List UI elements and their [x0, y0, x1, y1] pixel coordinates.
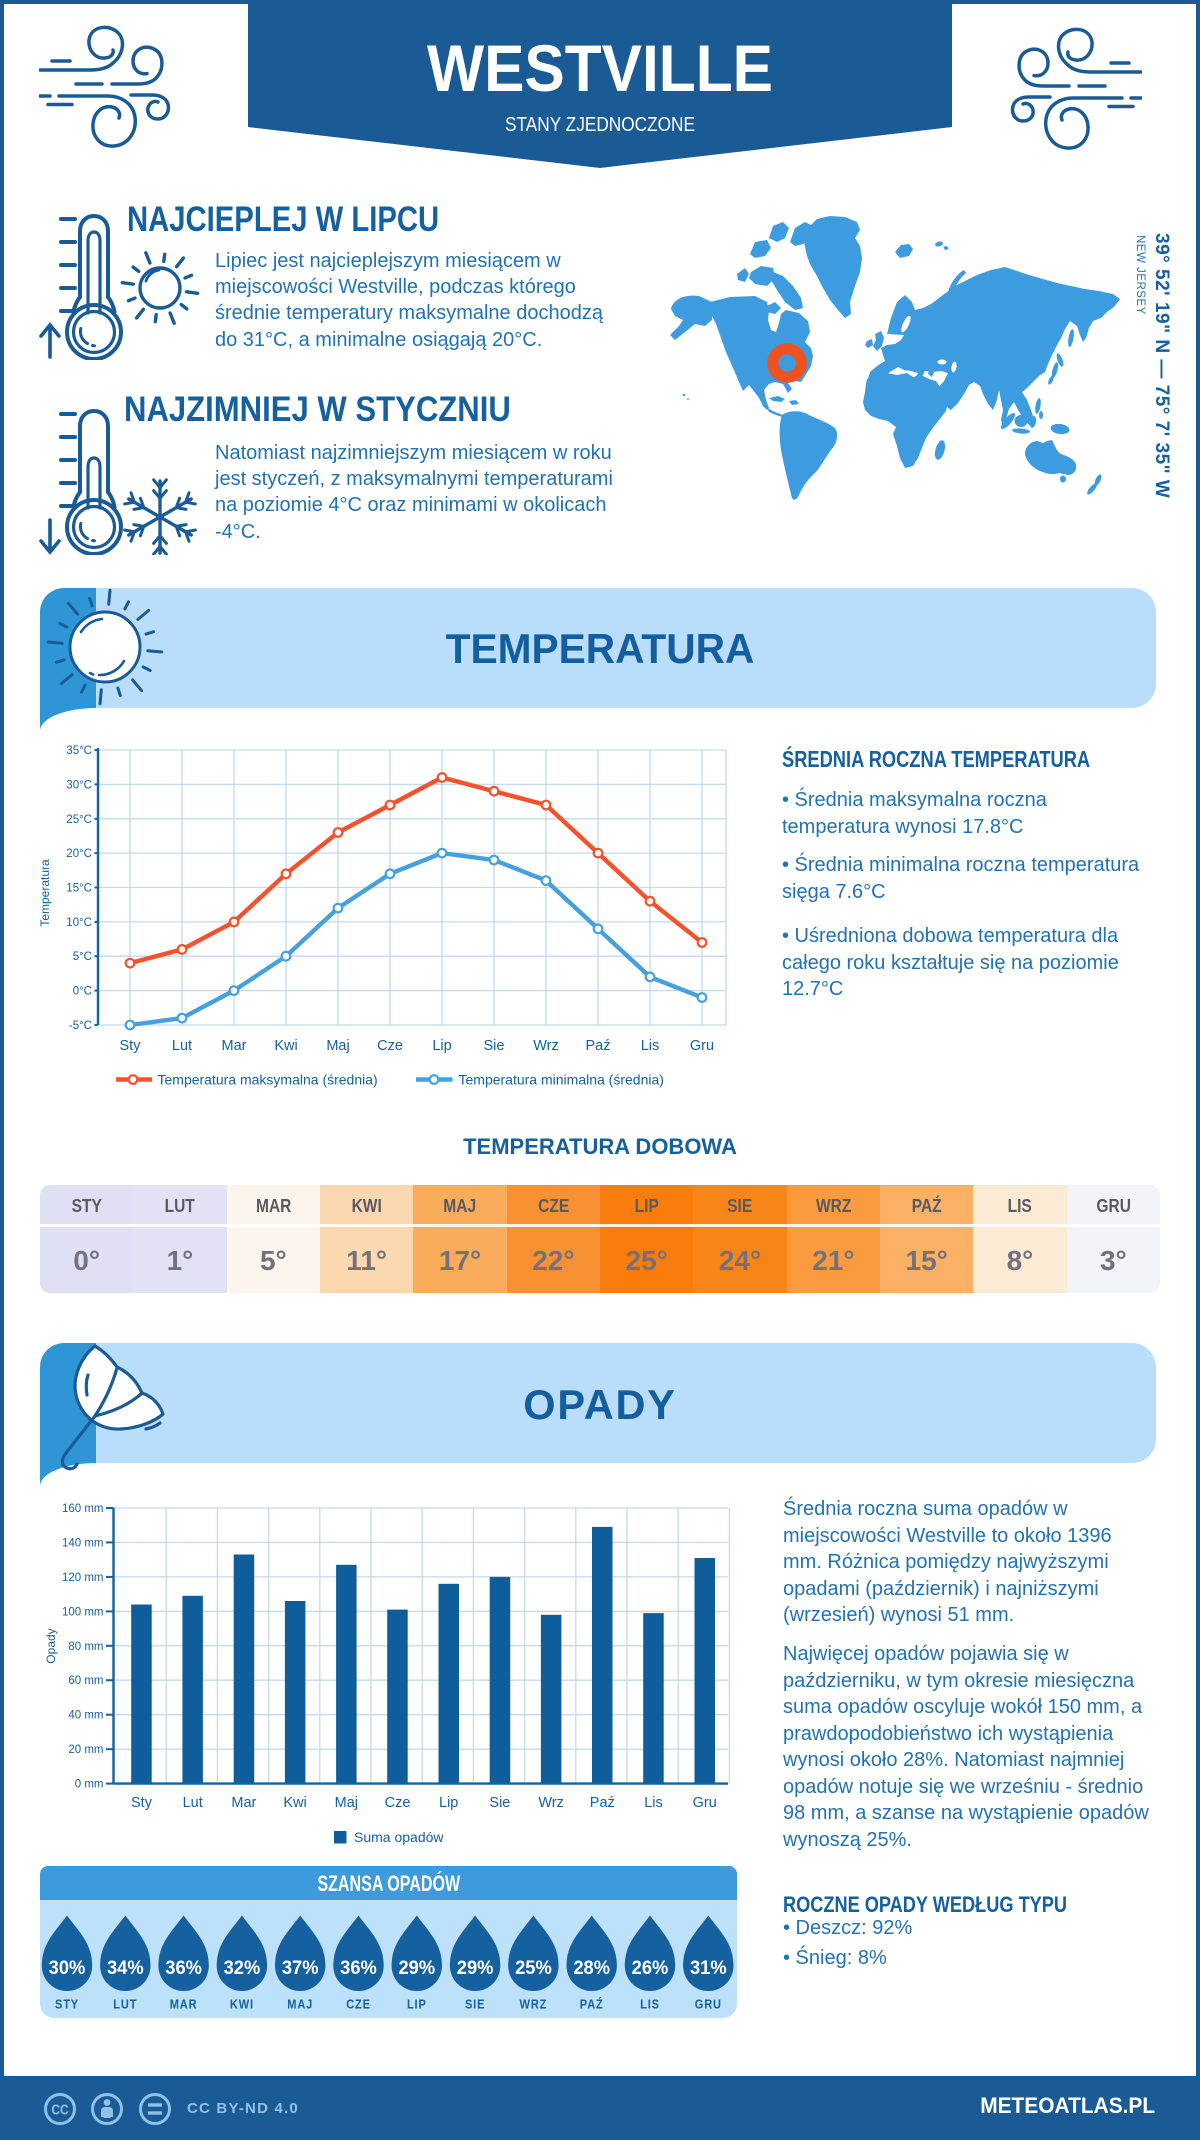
svg-text:30%: 30% — [49, 1958, 86, 1980]
svg-text:Temperatura: Temperatura — [38, 859, 52, 927]
svg-text:20 mm: 20 mm — [68, 1744, 103, 1756]
svg-text:Lut: Lut — [172, 1038, 192, 1054]
svg-text:120 mm: 120 mm — [62, 1572, 104, 1584]
svg-text:34%: 34% — [107, 1958, 144, 1980]
svg-text:Lis: Lis — [644, 1795, 663, 1811]
svg-text:Lip: Lip — [432, 1038, 451, 1054]
svg-text:25°C: 25°C — [66, 814, 92, 826]
svg-text:40 mm: 40 mm — [68, 1710, 103, 1722]
svg-text:Cze: Cze — [377, 1038, 403, 1054]
svg-text:Lis: Lis — [641, 1038, 660, 1054]
svg-text:36%: 36% — [340, 1958, 377, 1980]
svg-text:Suma opadów: Suma opadów — [354, 1829, 444, 1845]
svg-text:Paź: Paź — [590, 1795, 615, 1811]
svg-text:29%: 29% — [398, 1958, 435, 1980]
svg-text:-5°C: -5°C — [69, 1020, 92, 1032]
svg-text:PAŹ: PAŹ — [580, 1996, 604, 2012]
svg-text:Lip: Lip — [439, 1795, 458, 1811]
svg-text:25%: 25% — [515, 1958, 552, 1980]
svg-text:Sie: Sie — [489, 1795, 510, 1811]
svg-text:Sie: Sie — [484, 1038, 505, 1054]
svg-text:Maj: Maj — [335, 1795, 358, 1811]
svg-text:20°C: 20°C — [66, 848, 92, 860]
svg-text:Lut: Lut — [183, 1795, 203, 1811]
svg-text:STY: STY — [55, 1997, 79, 2012]
svg-text:Cze: Cze — [385, 1795, 411, 1811]
svg-text:Mar: Mar — [231, 1795, 256, 1811]
svg-text:MAJ: MAJ — [287, 1997, 313, 2012]
svg-text:Mar: Mar — [222, 1038, 247, 1054]
svg-text:KWI: KWI — [230, 1997, 254, 2012]
svg-text:30°C: 30°C — [66, 779, 92, 791]
svg-text:35°C: 35°C — [66, 745, 92, 757]
svg-text:CC: CC — [51, 2101, 68, 2118]
svg-text:26%: 26% — [632, 1958, 669, 1980]
svg-text:Gru: Gru — [690, 1038, 714, 1054]
svg-text:37%: 37% — [282, 1958, 319, 1980]
svg-text:31%: 31% — [690, 1958, 727, 1980]
svg-text:Maj: Maj — [326, 1038, 349, 1054]
svg-text:100 mm: 100 mm — [62, 1606, 104, 1618]
svg-text:CZE: CZE — [346, 1997, 371, 2012]
svg-text:Sty: Sty — [120, 1038, 142, 1054]
svg-text:15°C: 15°C — [66, 883, 92, 895]
svg-text:Temperatura minimalna (średnia: Temperatura minimalna (średnia) — [459, 1072, 664, 1088]
svg-text:WRZ: WRZ — [520, 1997, 548, 2012]
svg-text:60 mm: 60 mm — [68, 1675, 103, 1687]
svg-text:Sty: Sty — [131, 1795, 153, 1811]
svg-text:10°C: 10°C — [66, 917, 92, 929]
svg-text:5°C: 5°C — [73, 951, 92, 963]
svg-text:28%: 28% — [573, 1958, 610, 1980]
svg-text:0°C: 0°C — [73, 986, 92, 998]
svg-text:29%: 29% — [457, 1958, 494, 1980]
svg-text:36%: 36% — [165, 1958, 202, 1980]
svg-text:80 mm: 80 mm — [68, 1641, 103, 1653]
svg-text:SIE: SIE — [465, 1997, 485, 2012]
svg-text:MAR: MAR — [170, 1997, 198, 2012]
svg-text:LIS: LIS — [640, 1997, 660, 2012]
svg-text:GRU: GRU — [695, 1997, 722, 2012]
svg-text:32%: 32% — [224, 1958, 261, 1980]
svg-text:Paź: Paź — [586, 1038, 611, 1054]
svg-text:Kwi: Kwi — [283, 1795, 306, 1811]
svg-text:0 mm: 0 mm — [75, 1779, 104, 1791]
svg-text:140 mm: 140 mm — [62, 1537, 104, 1549]
svg-text:LIP: LIP — [407, 1997, 427, 2012]
svg-text:Temperatura maksymalna (średni: Temperatura maksymalna (średnia) — [158, 1072, 378, 1088]
svg-text:160 mm: 160 mm — [62, 1503, 104, 1515]
svg-text:LUT: LUT — [113, 1997, 137, 2012]
svg-text:Wrz: Wrz — [538, 1795, 564, 1811]
svg-text:Wrz: Wrz — [533, 1038, 559, 1054]
svg-text:Kwi: Kwi — [274, 1038, 297, 1054]
svg-text:Gru: Gru — [693, 1795, 717, 1811]
svg-text:Opady: Opady — [44, 1628, 58, 1663]
